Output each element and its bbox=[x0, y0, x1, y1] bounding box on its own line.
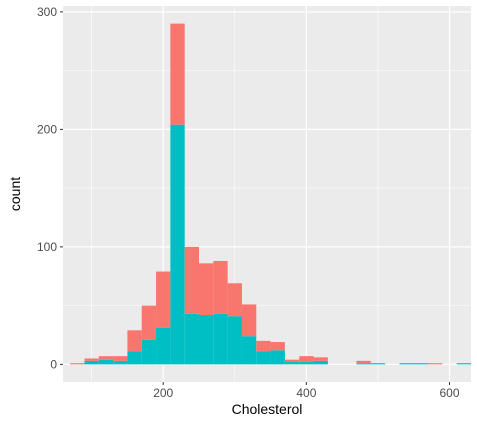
bar-series-1 bbox=[299, 356, 314, 363]
bar-series-1 bbox=[184, 246, 199, 314]
bar-series-2 bbox=[413, 363, 429, 365]
bar-series-2 bbox=[156, 327, 171, 365]
bar-series-1 bbox=[141, 305, 157, 340]
bar-series-1 bbox=[199, 263, 214, 316]
bar-series-1 bbox=[284, 359, 300, 363]
histogram-bars bbox=[70, 23, 471, 365]
bar-series-2 bbox=[370, 363, 386, 365]
bar-series-2 bbox=[84, 360, 99, 365]
bar-series-2 bbox=[227, 316, 242, 365]
x-axis-title: Cholesterol bbox=[232, 401, 303, 417]
bar-series-1 bbox=[156, 271, 171, 328]
bar-series-2 bbox=[241, 336, 257, 365]
bar-series-1 bbox=[113, 356, 128, 361]
bar-series-1 bbox=[256, 340, 271, 352]
bar-series-2 bbox=[170, 124, 185, 365]
x-tick-label: 600 bbox=[440, 386, 460, 400]
y-tick-label: 300 bbox=[37, 5, 57, 19]
bar-series-2 bbox=[270, 350, 285, 365]
bar-series-1 bbox=[227, 283, 242, 317]
bar-series-1 bbox=[356, 360, 371, 364]
y-axis-title: count bbox=[7, 177, 23, 211]
bar-series-1 bbox=[270, 342, 285, 351]
bar-series-2 bbox=[313, 360, 328, 365]
minor-gridlines bbox=[63, 6, 471, 382]
x-tick-label: 200 bbox=[153, 386, 173, 400]
bar-series-1 bbox=[170, 23, 185, 125]
bar-series-2 bbox=[127, 351, 142, 365]
x-tick-label: 400 bbox=[296, 386, 316, 400]
bar-series-2 bbox=[256, 351, 271, 365]
bar-series-2 bbox=[98, 359, 114, 365]
y-tick-label: 100 bbox=[37, 240, 57, 254]
bar-series-1 bbox=[70, 363, 85, 365]
bar-series-2 bbox=[213, 313, 228, 365]
y-tick-label: 0 bbox=[50, 357, 57, 371]
bar-series-2 bbox=[356, 363, 371, 365]
bar-series-1 bbox=[428, 363, 443, 365]
bar-series-1 bbox=[98, 356, 114, 360]
bar-series-1 bbox=[313, 357, 328, 361]
bar-series-2 bbox=[199, 315, 214, 365]
plot-panel bbox=[63, 6, 471, 382]
x-axis-ticks: 200 400 600 bbox=[153, 382, 460, 400]
bar-series-2 bbox=[184, 313, 199, 365]
bar-series-1 bbox=[127, 330, 142, 352]
bar-series-2 bbox=[299, 362, 314, 365]
bar-series-2 bbox=[141, 339, 157, 365]
bar-series-1 bbox=[84, 358, 99, 361]
bar-series-1 bbox=[213, 260, 228, 314]
bar-series-2 bbox=[456, 363, 471, 365]
bar-series-2 bbox=[284, 362, 300, 365]
y-tick-label: 200 bbox=[37, 122, 57, 136]
y-axis-ticks: 0 100 200 300 bbox=[37, 5, 63, 371]
bar-series-2 bbox=[399, 363, 414, 365]
bar-series-1 bbox=[241, 304, 257, 337]
bar-series-2 bbox=[113, 360, 128, 365]
